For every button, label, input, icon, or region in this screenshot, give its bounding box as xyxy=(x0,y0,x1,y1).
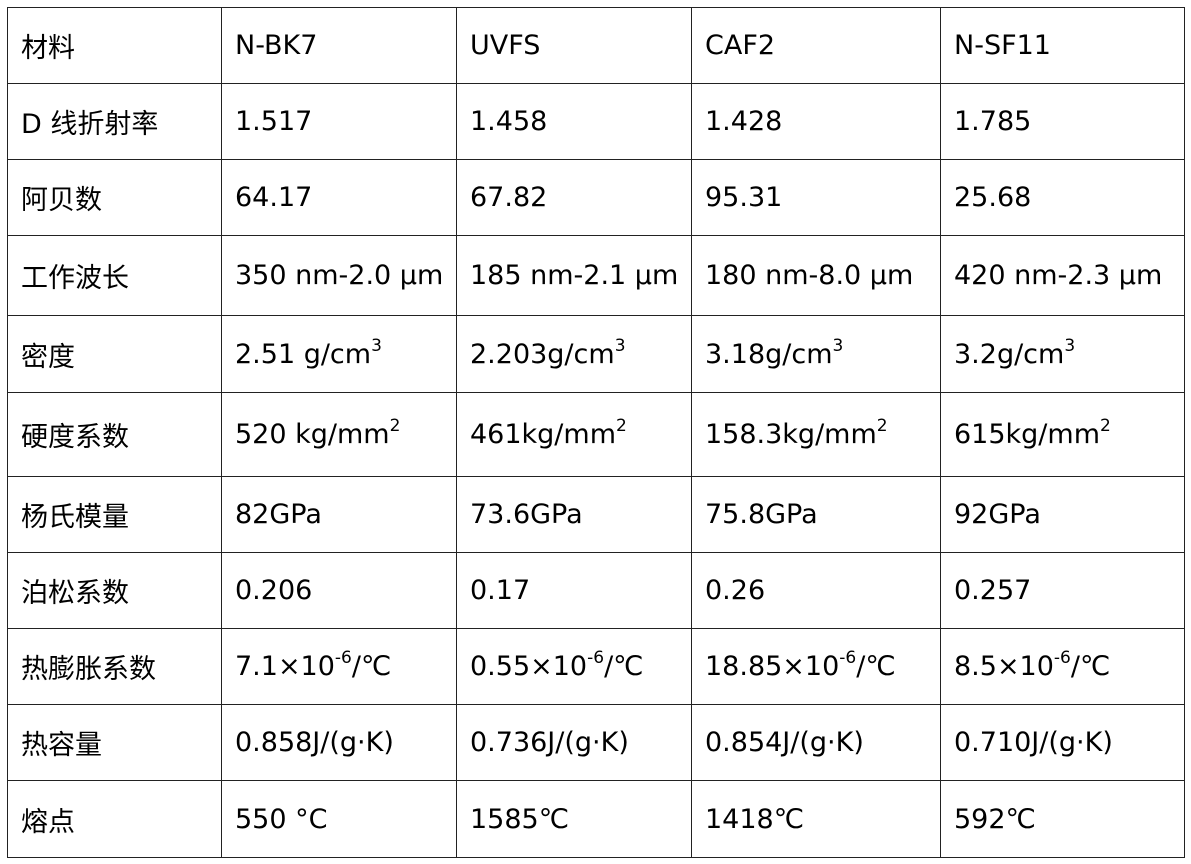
material-table: 材料 N-BK7 UVFS CAF2 N-SF11 D 线折射率 1.517 1.458 1.4… xyxy=(7,7,1185,858)
cell: 25.68 xyxy=(940,159,1185,236)
row-label: 工作波长 xyxy=(7,235,222,316)
table-row: 阿贝数 64.17 67.82 95.31 25.68 xyxy=(7,159,1185,236)
cell: 0.710J/(g·K) xyxy=(940,704,1185,781)
row-label: 杨氏模量 xyxy=(7,476,222,553)
superscript: -6 xyxy=(334,648,352,668)
cell-text: 615kg/mm xyxy=(954,419,1101,450)
cell: 2.51 g/cm3 xyxy=(221,315,457,393)
superscript: -6 xyxy=(1053,648,1071,668)
cell-text-suffix: /℃ xyxy=(604,651,644,682)
row-label: D 线折射率 xyxy=(7,83,222,160)
cell: 7.1×10-6/℃ xyxy=(221,628,457,705)
cell: 0.206 xyxy=(221,552,457,629)
header-row: 材料 N-BK7 UVFS CAF2 N-SF11 xyxy=(7,7,1185,84)
cell: 0.736J/(g·K) xyxy=(456,704,692,781)
row-label: 阿贝数 xyxy=(7,159,222,236)
superscript: 3 xyxy=(371,335,382,356)
cell-text-suffix: /℃ xyxy=(856,651,896,682)
table-row: 热膨胀系数 7.1×10-6/℃ 0.55×10-6/℃ 18.85×10-6/℃ 8.… xyxy=(7,628,1185,705)
table-row: 泊松系数 0.206 0.17 0.26 0.257 xyxy=(7,552,1185,629)
cell: 420 nm-2.3 μm xyxy=(940,235,1185,316)
table-row: 杨氏模量 82GPa 73.6GPa 75.8GPa 92GPa xyxy=(7,476,1185,553)
cell: UVFS xyxy=(456,7,692,84)
cell: 95.31 xyxy=(691,159,941,236)
cell: 180 nm-8.0 μm xyxy=(691,235,941,316)
cell: 350 nm-2.0 μm xyxy=(221,235,457,316)
cell-text: 520 kg/mm xyxy=(235,419,390,450)
superscript: 3 xyxy=(1064,335,1076,356)
table-row: 硬度系数 520 kg/mm2 461kg/mm2 158.3kg/mm2 615kg/… xyxy=(7,392,1185,477)
table-row: 密度 2.51 g/cm3 2.203g/cm3 3.18g/cm3 3.2g/cm3 xyxy=(7,315,1185,393)
superscript: -6 xyxy=(587,648,605,668)
row-label: 硬度系数 xyxy=(7,392,222,477)
row-label: 热膨胀系数 xyxy=(7,628,222,705)
cell: 1.517 xyxy=(221,83,457,160)
cell-text: 2.203g/cm xyxy=(470,338,615,370)
cell: 82GPa xyxy=(221,476,457,553)
superscript: -6 xyxy=(839,648,857,668)
row-label: 热容量 xyxy=(7,704,222,781)
cell: 1.458 xyxy=(456,83,692,160)
superscript: 2 xyxy=(389,416,401,436)
cell-text-suffix: /℃ xyxy=(351,651,392,682)
cell: 64.17 xyxy=(221,159,457,236)
cell: 1585℃ xyxy=(456,780,692,858)
cell-text: 18.85×10 xyxy=(705,651,840,682)
cell: 2.203g/cm3 xyxy=(456,315,692,393)
cell: 75.8GPa xyxy=(691,476,941,553)
cell-text: 461kg/mm xyxy=(470,419,617,450)
cell: 520 kg/mm2 xyxy=(221,392,457,477)
table-row: D 线折射率 1.517 1.458 1.428 1.785 xyxy=(7,83,1185,160)
cell: 73.6GPa xyxy=(456,476,692,553)
cell: 3.18g/cm3 xyxy=(691,315,941,393)
table-row: 工作波长 350 nm-2.0 μm 185 nm-2.1 μm 180 nm-8.0… xyxy=(7,235,1185,316)
cell: N-BK7 xyxy=(221,7,457,84)
superscript: 2 xyxy=(616,416,627,436)
cell: 3.2g/cm3 xyxy=(940,315,1185,393)
cell: 0.17 xyxy=(456,552,692,629)
cell: 185 nm-2.1 μm xyxy=(456,235,692,316)
cell: 615kg/mm2 xyxy=(940,392,1185,477)
cell: CAF2 xyxy=(691,7,941,84)
cell-text: 158.3kg/mm xyxy=(705,419,877,450)
cell: 1418℃ xyxy=(691,780,941,858)
superscript: 3 xyxy=(614,335,626,356)
cell: 0.55×10-6/℃ xyxy=(456,628,692,705)
row-label: 熔点 xyxy=(7,780,222,858)
superscript: 2 xyxy=(1100,416,1111,436)
cell: N-SF11 xyxy=(940,7,1185,84)
cell: 67.82 xyxy=(456,159,692,236)
cell: 550 °C xyxy=(221,780,457,858)
cell: 0.26 xyxy=(691,552,941,629)
cell: 1.785 xyxy=(940,83,1185,160)
cell-text: 7.1×10 xyxy=(235,651,335,682)
table-row: 热容量 0.858J/(g·K) 0.736J/(g·K) 0.854J/(g·K) 0… xyxy=(7,704,1185,781)
cell: 158.3kg/mm2 xyxy=(691,392,941,477)
cell-text: 3.18g/cm xyxy=(705,338,833,370)
superscript: 2 xyxy=(876,416,888,436)
cell-text-suffix: /℃ xyxy=(1070,651,1111,682)
row-label: 密度 xyxy=(7,315,222,393)
cell: 1.428 xyxy=(691,83,941,160)
cell: 461kg/mm2 xyxy=(456,392,692,477)
cell-text: 3.2g/cm xyxy=(954,338,1065,370)
cell: 92GPa xyxy=(940,476,1185,553)
cell: 0.858J/(g·K) xyxy=(221,704,457,781)
cell-text: 2.51 g/cm xyxy=(235,338,372,370)
cell: 0.854J/(g·K) xyxy=(691,704,941,781)
cell-text: 8.5×10 xyxy=(954,651,1054,682)
row-label: 材料 xyxy=(7,7,222,84)
cell: 592℃ xyxy=(940,780,1185,858)
table-body: 材料 N-BK7 UVFS CAF2 N-SF11 D 线折射率 1.517 1.458 1.4… xyxy=(7,7,1185,858)
cell-text: 0.55×10 xyxy=(470,651,588,682)
cell: 18.85×10-6/℃ xyxy=(691,628,941,705)
superscript: 3 xyxy=(832,335,844,356)
cell: 0.257 xyxy=(940,552,1185,629)
table-row: 熔点 550 °C 1585℃ 1418℃ 592℃ xyxy=(7,780,1185,858)
row-label: 泊松系数 xyxy=(7,552,222,629)
cell: 8.5×10-6/℃ xyxy=(940,628,1185,705)
